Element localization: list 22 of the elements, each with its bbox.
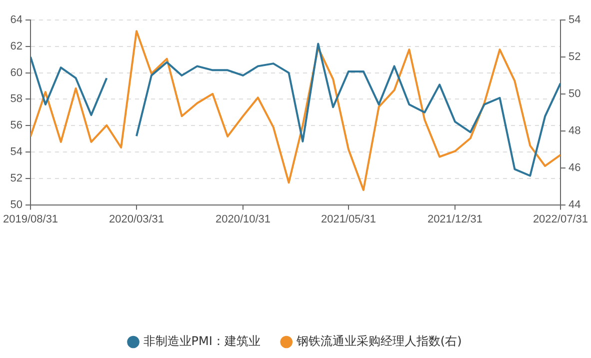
y2-tick-label: 50 xyxy=(568,88,581,100)
y-tick-label: 60 xyxy=(10,66,23,79)
y-tick-label: 50 xyxy=(10,198,23,211)
x-tick-label: 2021/12/31 xyxy=(427,213,483,226)
y-tick-label: 52 xyxy=(10,172,23,184)
y-tick-label: 64 xyxy=(10,14,23,26)
x-tick-label: 2020/03/31 xyxy=(108,213,164,226)
y-tick-label: 56 xyxy=(10,120,23,132)
y-tick-label: 58 xyxy=(10,93,23,106)
y-tick-label: 62 xyxy=(10,40,23,52)
y2-tick-label: 54 xyxy=(568,14,581,26)
y2-tick-label: 52 xyxy=(568,50,581,63)
y2-tick-label: 46 xyxy=(568,162,581,174)
x-tick-label: 2019/08/31 xyxy=(2,213,58,226)
legend-label: 非制造业PMI：建筑业 xyxy=(143,334,260,348)
y-tick-label: 54 xyxy=(10,146,23,158)
x-tick-label: 2020/10/31 xyxy=(215,213,271,226)
y2-tick-label: 44 xyxy=(568,198,581,211)
x-tick-label: 2021/05/31 xyxy=(320,213,376,226)
y2-tick-label: 48 xyxy=(568,124,581,137)
legend-label: 钢铁流通业采购经理人指数(右) xyxy=(295,334,462,348)
x-tick-label: 2022/07/31 xyxy=(532,213,588,226)
